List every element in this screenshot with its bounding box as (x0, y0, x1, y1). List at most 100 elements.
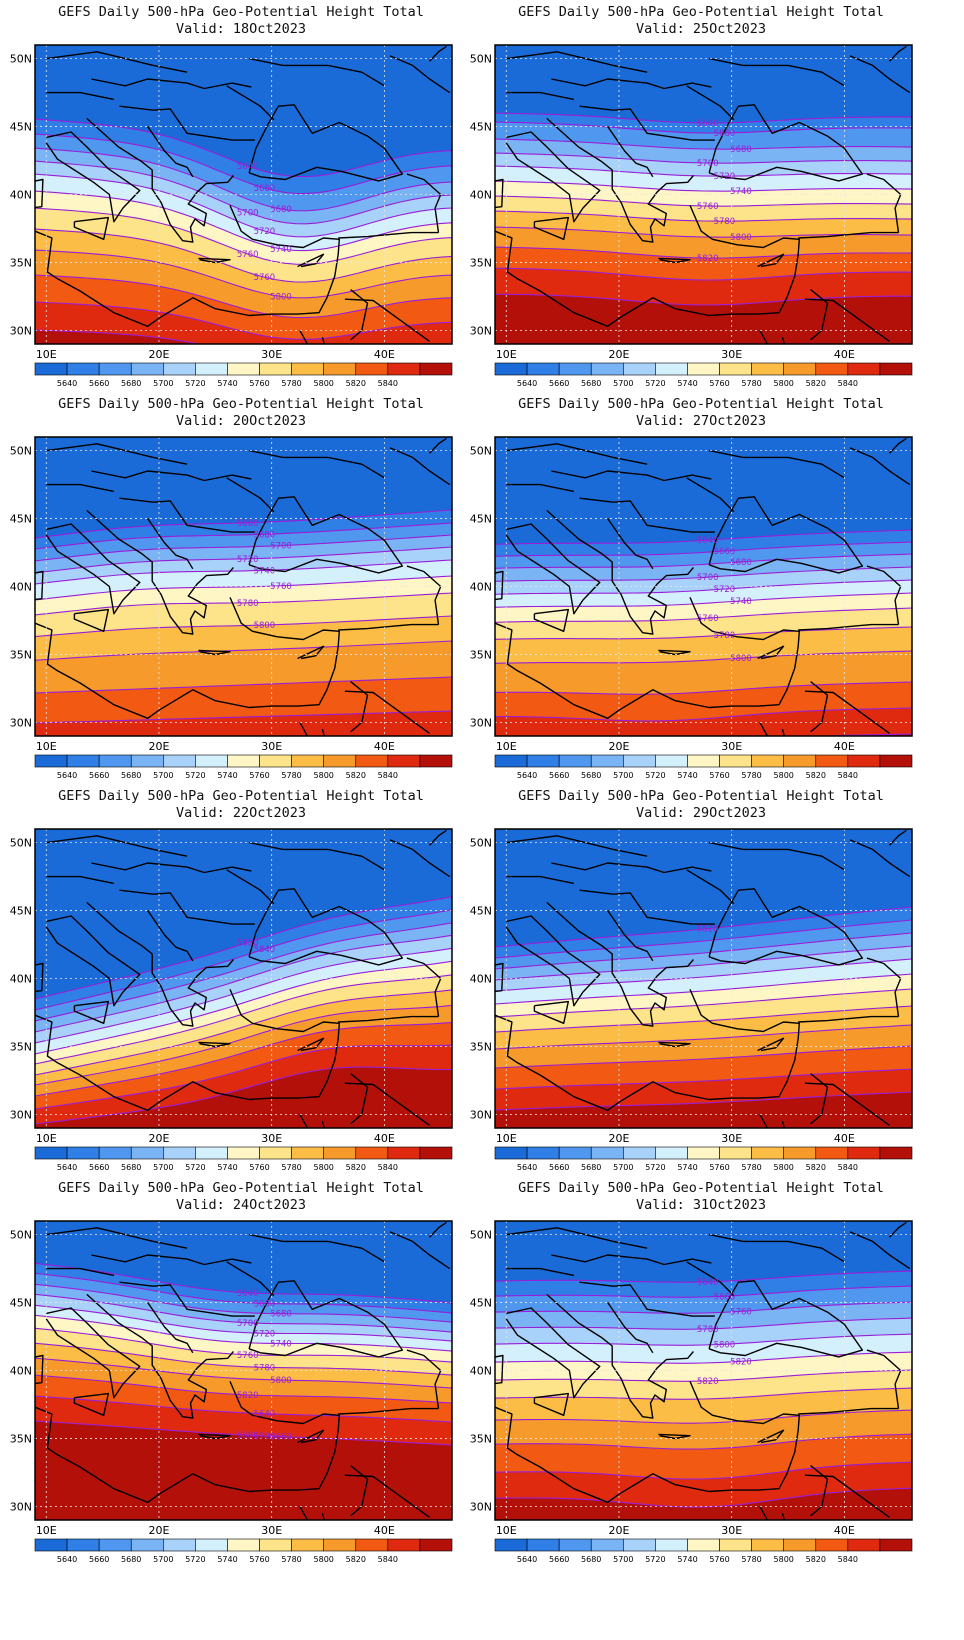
colorbar-swatch (494, 1538, 528, 1552)
contour-line (495, 267, 912, 281)
colorbar-label: 5680 (581, 1163, 601, 1172)
contour-line (495, 553, 912, 569)
contour-line (495, 121, 912, 134)
coastline (579, 105, 715, 141)
height-band (35, 510, 452, 549)
colorbar-swatch (623, 1538, 656, 1552)
coastline (546, 117, 694, 243)
height-band (495, 974, 912, 1017)
latitude-label: 40N (10, 189, 32, 202)
contour-line (35, 960, 452, 1055)
coastline (91, 1254, 252, 1266)
colorbar-swatch (195, 1538, 228, 1552)
colorbar-label: 5660 (89, 771, 109, 780)
colorbar-swatch (227, 1146, 260, 1160)
latitude-label: 45N (10, 905, 32, 918)
contour-line (35, 1374, 452, 1404)
coastline (849, 1231, 911, 1270)
colorbar-swatch (623, 754, 656, 768)
geopotential-height-map: 5640566056805700572057405760578058005820… (470, 44, 913, 388)
colorbar-swatch (387, 1538, 421, 1552)
colorbar-swatch (195, 754, 228, 768)
coastline (810, 681, 829, 733)
contour-label: 5800 (730, 233, 752, 243)
colorbar-label: 5640 (57, 1555, 77, 1564)
height-band (495, 437, 912, 545)
coastline (607, 126, 654, 178)
height-band (495, 907, 912, 958)
colorbar-swatch (590, 1538, 624, 1552)
contour-line (495, 1091, 912, 1111)
contour-label: 5660 (254, 184, 276, 194)
longitude-label: 20E (149, 1132, 170, 1145)
colorbar-label: 5720 (185, 1163, 205, 1172)
colorbar-swatch (494, 1146, 528, 1160)
coastline (428, 829, 447, 846)
height-band (35, 593, 452, 637)
longitude-label: 20E (609, 1524, 630, 1537)
latitude-label: 30N (470, 1500, 492, 1513)
latitude-label: 35N (10, 1433, 32, 1446)
contour-label: 5820 (697, 925, 719, 935)
colorbar-swatch (751, 1146, 784, 1160)
panel-title: GEFS Daily 500-hPa Geo-Potential Height … (58, 1180, 424, 1196)
geopotential-height-map: 5640 5660 5680 5700 5720 5740 5760 5760 5800 50N 4… (10, 44, 453, 388)
latitude-label: 35N (470, 649, 492, 662)
colorbar-swatch (355, 1538, 389, 1552)
coastline (505, 523, 601, 615)
latitude-label: 35N (10, 257, 32, 270)
height-band (495, 542, 912, 569)
coastline (506, 91, 575, 101)
colorbar-label: 5840 (378, 1555, 398, 1564)
map-panel-p6: GEFS Daily 500-hPa Geo-Potential Height … (460, 784, 942, 1194)
longitude-label: 10E (36, 1524, 57, 1537)
panel-title: GEFS Daily 500-hPa Geo-Potential Height … (518, 788, 884, 804)
colorbar-swatch (847, 1538, 881, 1552)
contour-line (35, 160, 452, 225)
coastline (658, 649, 691, 656)
coastline (849, 839, 911, 878)
contour-label: 5760 (254, 273, 276, 283)
colorbar-swatch (783, 1146, 817, 1160)
height-band (35, 560, 452, 600)
height-band (35, 576, 452, 615)
geopotential-height-map: 5660568057005720574057605780580050N45N40… (10, 436, 453, 780)
panel-title: GEFS Daily 500-hPa Geo-Potential Height … (58, 396, 424, 412)
panel-valid-date: Valid: 31Oct2023 (635, 1197, 767, 1213)
contour-line (495, 592, 912, 608)
contour-line (495, 1487, 912, 1508)
contour-label: 5800 (270, 293, 292, 303)
colorbar-label: 5780 (741, 771, 761, 780)
map-panel-p5: GEFS Daily 500-hPa Geo-Potential Height … (0, 784, 482, 1194)
colorbar-swatch (291, 1538, 324, 1552)
colorbar-swatch (66, 1538, 100, 1552)
contour-line (495, 607, 912, 623)
height-band (35, 616, 452, 661)
coastline (35, 597, 340, 719)
latitude-label: 45N (470, 513, 492, 526)
contour-line (495, 1433, 912, 1450)
coastline (248, 1280, 404, 1358)
coastline (73, 216, 109, 240)
coastline (551, 78, 712, 90)
colorbar-swatch (387, 362, 421, 376)
coastline (147, 1302, 194, 1354)
contour-line (35, 1314, 452, 1352)
height-band (35, 1067, 452, 1128)
height-band (495, 1410, 912, 1450)
coastline (495, 178, 504, 209)
colorbar-label: 5760 (709, 1163, 729, 1172)
coastline (686, 1261, 735, 1297)
latitude-label: 50N (470, 837, 492, 850)
contour-line (35, 509, 452, 539)
colorbar-label: 5660 (89, 1555, 109, 1564)
contour-line (495, 210, 912, 222)
contour-label: 5700 (270, 542, 292, 552)
coastline (73, 608, 109, 632)
colorbar-swatch (34, 1538, 68, 1552)
colorbar-swatch (751, 1538, 784, 1552)
contour-line (35, 922, 452, 1022)
colorbar-label: 5780 (741, 1163, 761, 1172)
coastline (495, 205, 800, 327)
coastline (495, 1381, 800, 1503)
